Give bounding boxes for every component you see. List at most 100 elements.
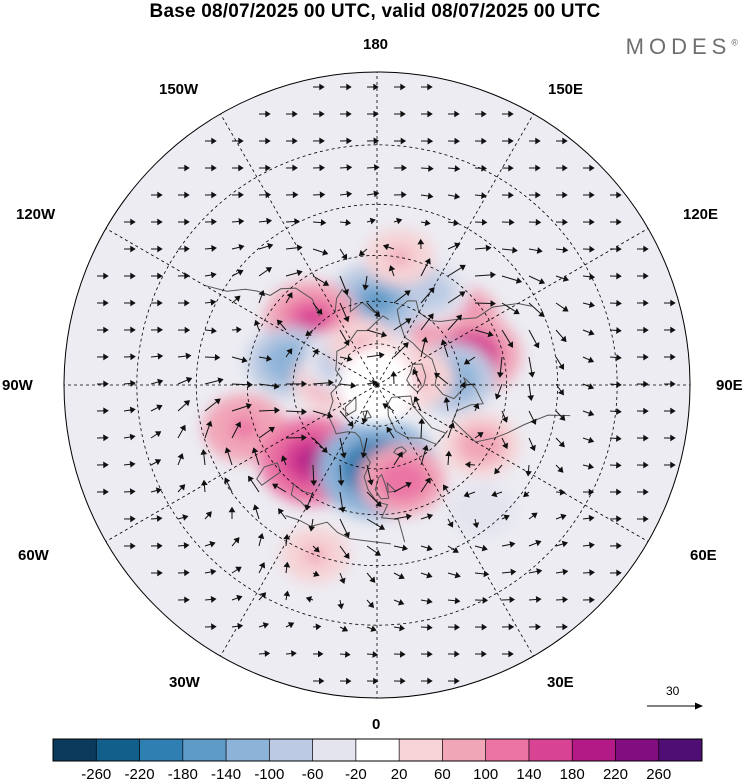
wind-vector-head-259: [200, 449, 208, 455]
parallel-75: [335, 343, 419, 427]
wind-vector-head-258: [177, 453, 184, 460]
wind-vector-head-293: [523, 490, 530, 498]
wind-vector-head-329: [426, 544, 433, 552]
wind-vector-head-312: [503, 514, 510, 521]
meridian-210: [376, 113, 534, 386]
wind-vector-head-115: [459, 264, 466, 271]
wind-vector-head-256: [129, 460, 136, 468]
wind-vector-head-234: [129, 433, 136, 441]
wind-vector-head-33: [292, 164, 298, 172]
wind-vector-head-392: [454, 650, 460, 658]
wind-vector-head-30: [211, 164, 217, 172]
wind-vector-head-289: [424, 477, 431, 484]
wind-vector-head-387: [318, 650, 324, 658]
wind-vector-head-203: [459, 381, 466, 389]
wind-vector-head-145: [103, 326, 109, 334]
wind-vector-head-253: [643, 434, 649, 442]
wind-vector-head-347: [426, 571, 433, 579]
wind-vector-head-188: [670, 353, 676, 361]
wind-vector-head-61: [589, 191, 595, 199]
wind-vector-head-154: [343, 339, 350, 346]
wind-vector-head-290: [442, 484, 449, 491]
wind-vector-head-29: [184, 164, 190, 172]
wind-vector-head-377: [370, 625, 377, 632]
coastlines: [204, 284, 571, 545]
wind-vector-head-77: [509, 218, 515, 226]
wind-vector-head-28: [562, 137, 568, 145]
wind-vector-head-82: [130, 245, 136, 253]
map-rim: [63, 71, 691, 699]
wind-vector-head-213: [156, 404, 163, 411]
wind-vector-head-150: [236, 326, 242, 334]
lon-label-0: 0: [372, 716, 381, 733]
wind-vector-head-78: [535, 218, 542, 226]
wind-vector-head-287: [375, 500, 382, 507]
wind-vector-head-2: [373, 83, 379, 91]
anomaly-core-7: [231, 417, 258, 439]
anomaly-core-16: [388, 248, 411, 267]
wind-vector-head-1: [346, 83, 352, 91]
wind-vector-head-174: [286, 348, 293, 355]
wind-vector-head-261: [251, 447, 259, 454]
wind-vector-head-240: [301, 434, 307, 442]
wind-vector-head-119: [562, 275, 569, 282]
wind-vector-head-226: [501, 416, 509, 423]
wind-vector-head-386: [291, 650, 297, 657]
wind-vector-head-316: [616, 515, 622, 523]
wind-vector-head-83: [157, 245, 163, 253]
wind-vector-head-350: [510, 568, 517, 576]
wind-vector-head-153: [305, 330, 312, 337]
wind-vector-head-390: [399, 650, 406, 658]
wind-vector-head-143: [643, 299, 649, 307]
wind-vector-head-270: [494, 467, 501, 475]
wind-vector-head-49: [265, 191, 272, 199]
wind-vector-head-395: [319, 677, 325, 685]
wind-vector-head-294: [559, 488, 566, 496]
wind-vector-head-353: [589, 569, 595, 577]
wind-vector-head-182: [496, 372, 504, 378]
wind-vector-head-237: [205, 420, 213, 427]
coastline-13: [344, 396, 357, 417]
wind-vector-head-175: [312, 348, 319, 355]
wind-vector-head-302: [228, 506, 236, 513]
wind-vector-head-236: [179, 424, 186, 432]
anomaly-core-17: [304, 545, 327, 564]
wind-vector-head-199: [371, 379, 378, 387]
wind-vector-head-243: [360, 452, 368, 459]
wind-vector-head-197: [328, 379, 334, 387]
wind-vector-head-47: [211, 191, 217, 199]
wind-vector-head-109: [296, 269, 303, 277]
wind-vector-head-358: [259, 592, 267, 599]
wind-vector-head-311: [472, 522, 480, 529]
wind-vector-head-93: [417, 238, 425, 245]
wind-vector-head-75: [453, 219, 460, 227]
wind-vector-head-383: [535, 623, 541, 631]
wind-vector-head-371: [211, 623, 217, 631]
wind-vector-head-321: [209, 540, 216, 548]
lon-label-150e: 150E: [548, 81, 584, 98]
wind-vector-head-342: [283, 561, 291, 568]
wind-vector-head-385: [264, 650, 271, 657]
wind-vector-head-196: [301, 380, 307, 388]
wind-vector-head-69: [294, 218, 300, 225]
wind-vector-head-123: [103, 299, 109, 307]
wind-vector-head-102: [103, 272, 109, 280]
wind-vector-head-328: [402, 544, 409, 552]
wind-vector-head-246: [448, 422, 455, 429]
wind-vector-head-228: [559, 414, 566, 421]
wind-vector-head-367: [509, 596, 516, 604]
wind-vector-head-375: [315, 623, 322, 631]
wind-vector-head-16: [238, 137, 244, 145]
wind-vector-head-382: [508, 623, 515, 631]
wind-vector-head-177: [378, 351, 385, 359]
wind-vector-head-300: [182, 514, 189, 521]
wind-vector-head-20: [346, 137, 352, 145]
wind-vector-head-165: [643, 326, 649, 334]
wind-vector-head-105: [184, 272, 190, 280]
wind-vector-head-351: [536, 568, 543, 575]
wind-vector-head-122: [643, 272, 649, 280]
wind-vector-head-74: [424, 219, 431, 227]
wind-vector-head-215: [214, 398, 221, 405]
wind-vector-head-252: [616, 435, 622, 442]
wind-vector-head-334: [561, 540, 569, 548]
